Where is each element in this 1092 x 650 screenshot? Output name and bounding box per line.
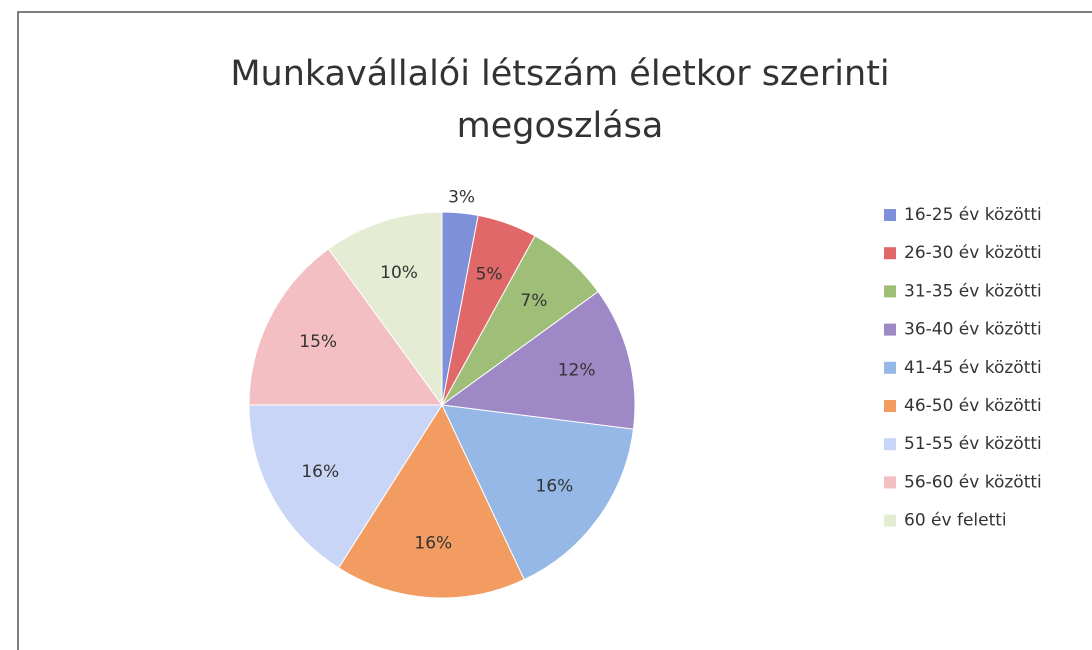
legend-label: 26-30 év közötti: [904, 243, 1042, 263]
legend-swatch: [884, 323, 896, 336]
legend-label: 31-35 év közötti: [904, 281, 1042, 301]
data-label: 7%: [520, 291, 547, 311]
legend-label: 56-60 év közötti: [904, 472, 1042, 492]
legend-label: 60 év feletti: [904, 511, 1007, 531]
data-label: 16%: [414, 534, 452, 554]
data-label: 16%: [301, 462, 339, 482]
pie-slice: [248, 404, 443, 569]
legend-swatch: [884, 400, 896, 412]
legend-swatch: [884, 285, 896, 298]
pie-slice: [441, 404, 635, 581]
data-label: 10%: [380, 263, 418, 283]
pie-slice: [327, 211, 443, 407]
legend-swatch: [884, 438, 896, 451]
chart-title: Munkavállalói létszám életkor szerinti me…: [230, 54, 889, 146]
legend-swatch: [884, 476, 896, 489]
data-label: 3%: [448, 187, 475, 207]
legend-swatch: [884, 209, 896, 221]
data-label: 16%: [536, 477, 574, 497]
pie-slice: [248, 248, 443, 406]
legend-label: 16-25 év közötti: [904, 205, 1042, 225]
data-label: 15%: [299, 332, 337, 352]
legend-swatch: [884, 247, 896, 260]
pie-slice: [337, 403, 525, 599]
data-label: 12%: [558, 360, 596, 380]
pie-slice: [440, 290, 636, 430]
legend-label: 46-50 év közötti: [904, 396, 1042, 416]
legend-label: 41-45 év közötti: [904, 358, 1042, 378]
legend-swatch: [884, 514, 896, 527]
data-label: 5%: [476, 264, 503, 284]
legend-label: 36-40 év közötti: [904, 320, 1042, 340]
legend-label: 51-55 év közötti: [904, 434, 1042, 454]
legend-swatch: [884, 361, 896, 374]
